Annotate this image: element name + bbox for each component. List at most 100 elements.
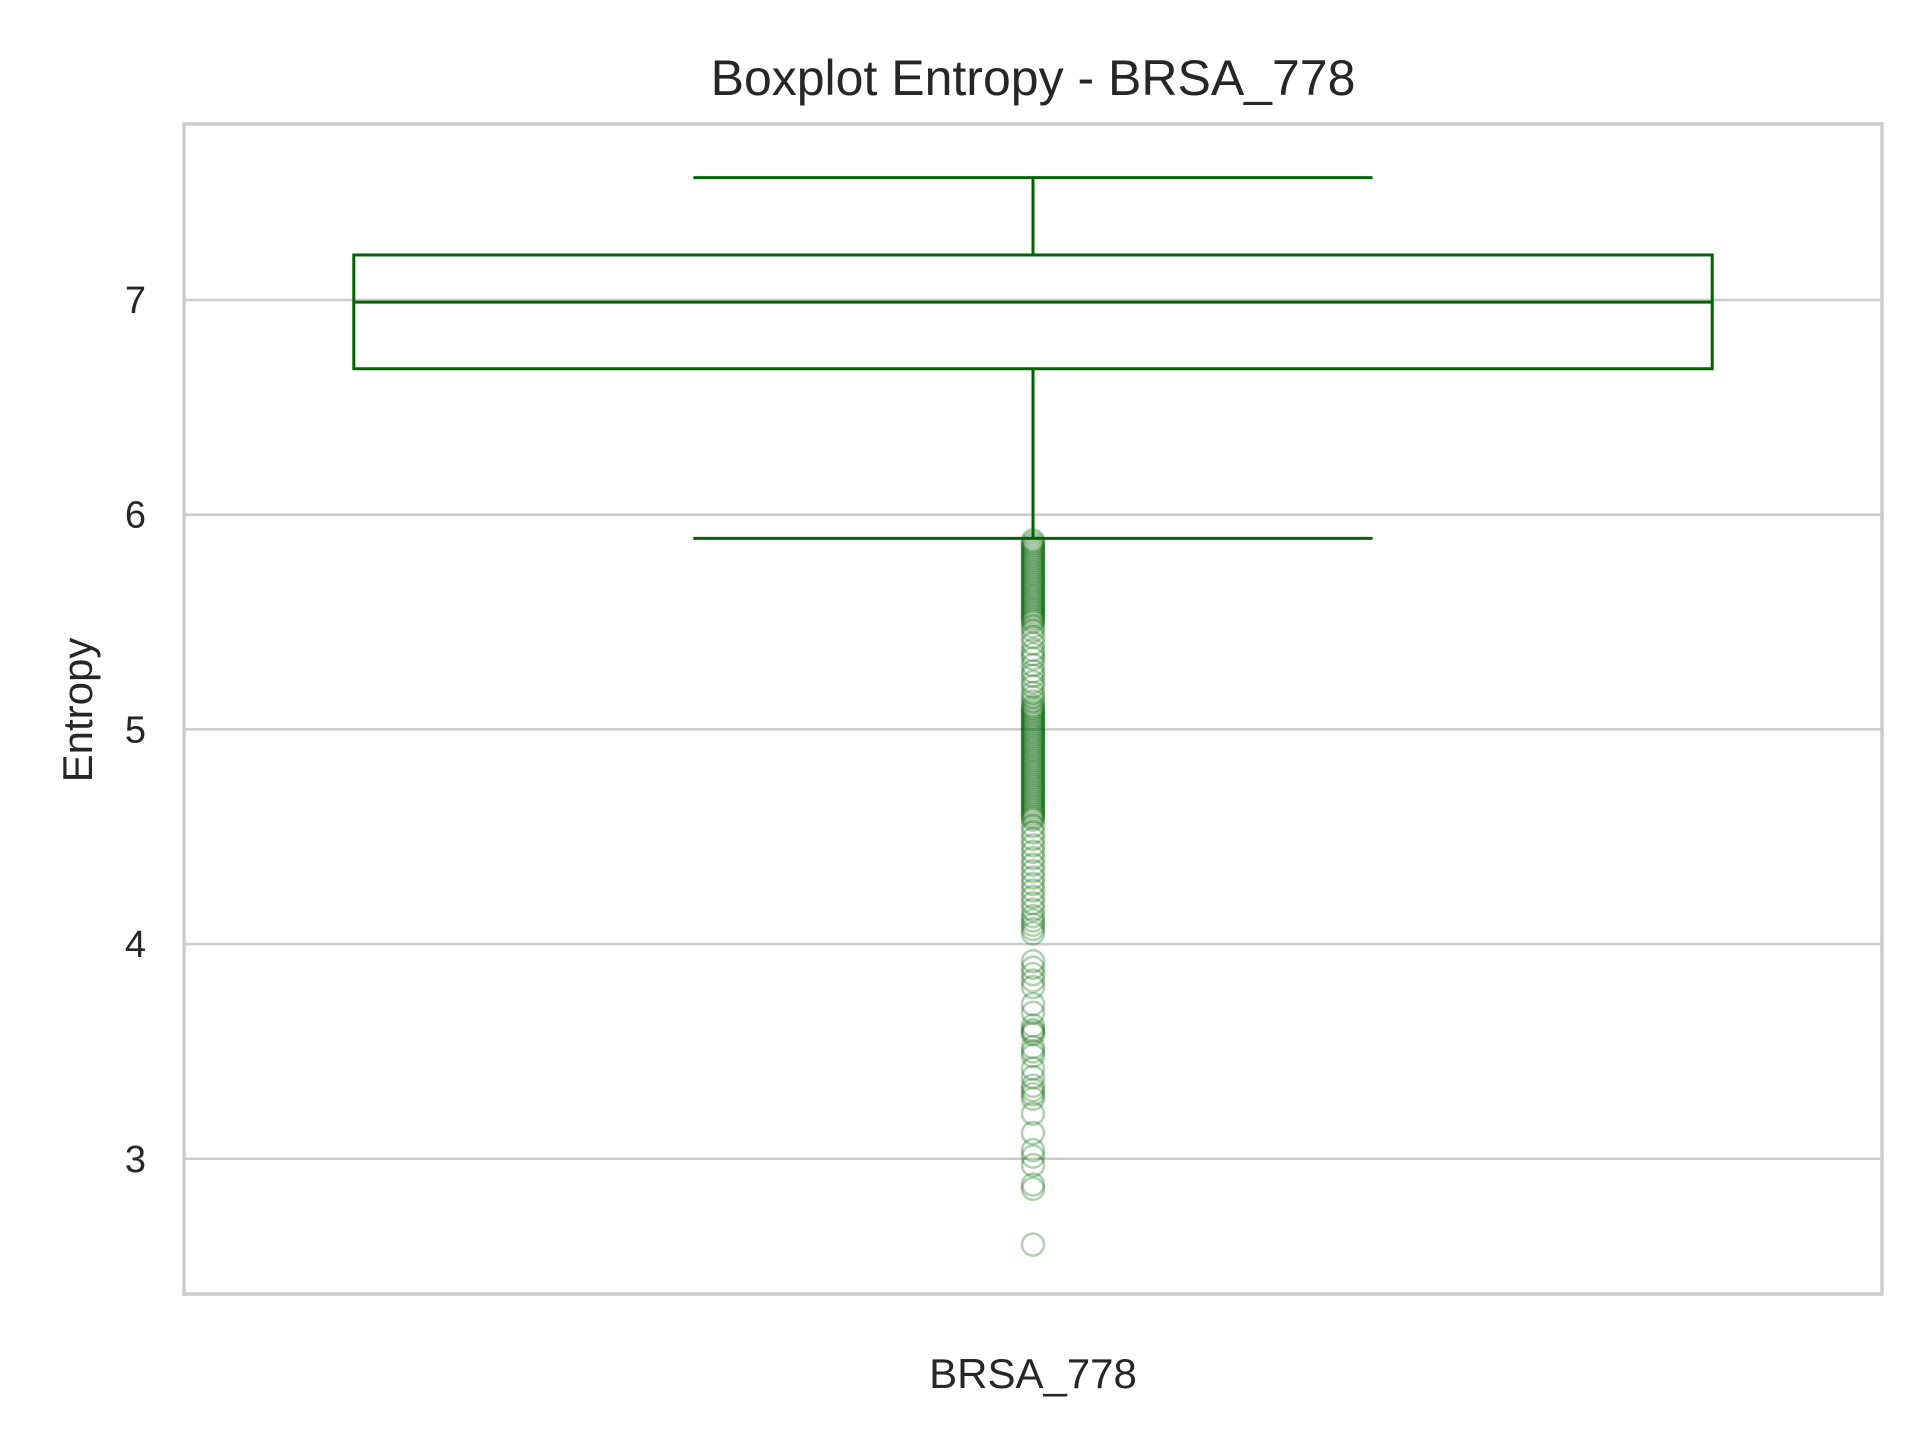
outlier-point — [1020, 536, 1046, 562]
outlier-point — [1020, 991, 1046, 1017]
outlier-point — [1020, 890, 1046, 916]
outlier-point — [1020, 1056, 1046, 1081]
outlier-point — [1020, 605, 1046, 631]
outlier-point — [1020, 689, 1046, 714]
outlier-point — [1020, 751, 1046, 777]
outlier-point — [1020, 796, 1046, 822]
outlier-point — [1020, 736, 1046, 762]
outlier-point — [1020, 794, 1046, 819]
outlier-point — [1020, 706, 1046, 731]
outlier-point — [1020, 549, 1046, 575]
y-gridlines — [184, 298, 1882, 1161]
x-tick-labels: BRSA_778 — [929, 1350, 1137, 1397]
outlier-point — [1020, 607, 1046, 633]
outlier-point — [1020, 1013, 1046, 1038]
outlier-point — [1020, 699, 1046, 725]
outlier-point — [1020, 592, 1046, 618]
outlier-point — [1020, 839, 1046, 865]
outlier-point — [1020, 1073, 1046, 1099]
outlier-point — [1020, 674, 1046, 699]
outlier-point — [1020, 1152, 1046, 1178]
outlier-point — [1020, 871, 1046, 897]
outlier-point — [1020, 734, 1046, 759]
outlier-point — [1020, 631, 1046, 656]
outlier-point — [1020, 1039, 1046, 1064]
outlier-point — [1020, 747, 1046, 772]
outlier-point — [1020, 852, 1046, 877]
outlier-point — [1020, 708, 1046, 734]
outlier-point — [1020, 566, 1046, 592]
outlier-point — [1020, 590, 1046, 616]
outlier-point — [1020, 562, 1046, 588]
outlier-point — [1020, 916, 1046, 942]
outlier-point — [1020, 1064, 1046, 1090]
outlier-point — [1020, 573, 1046, 598]
outlier-point — [1020, 586, 1046, 611]
outlier-point — [1020, 732, 1046, 757]
outlier-point — [1020, 1172, 1046, 1197]
outlier-point — [1020, 798, 1046, 824]
outlier-point — [1020, 884, 1046, 910]
outlier-point — [1020, 528, 1046, 553]
outlier-point — [1020, 601, 1046, 626]
outlier-point — [1020, 695, 1046, 721]
outlier-point — [1020, 908, 1046, 933]
outlier-point — [1020, 1086, 1046, 1111]
outlier-point — [1020, 805, 1046, 830]
outlier-point — [1020, 543, 1046, 568]
outlier-point — [1020, 1137, 1046, 1163]
outlier-point — [1020, 1077, 1046, 1103]
outlier-point — [1020, 781, 1046, 807]
outlier-point — [1020, 1034, 1046, 1060]
outlier-point — [1020, 1120, 1046, 1146]
outlier-point — [1020, 820, 1046, 845]
outlier-point — [1020, 568, 1046, 594]
outlier-point — [1020, 618, 1046, 643]
outlier-point — [1020, 575, 1046, 601]
outlier-point — [1020, 712, 1046, 738]
outlier-point — [1020, 723, 1046, 749]
outlier-point — [1020, 1021, 1046, 1047]
outlier-point — [1020, 721, 1046, 746]
outlier-point — [1020, 583, 1046, 609]
outlier-point — [1020, 772, 1046, 798]
outlier-point — [1020, 556, 1046, 581]
outlier-point — [1020, 878, 1046, 903]
outlier-point — [1020, 921, 1046, 946]
outlier-point — [1020, 903, 1046, 929]
outlier-point — [1020, 719, 1046, 744]
outlier-point — [1020, 693, 1046, 719]
outlier-point — [1020, 968, 1046, 993]
chart-title: Boxplot Entropy - BRSA_778 — [711, 50, 1356, 106]
outlier-point — [1020, 1017, 1046, 1043]
outlier-point — [1020, 1144, 1046, 1169]
outlier-point — [1020, 725, 1046, 751]
outlier-point — [1020, 742, 1046, 768]
outlier-point — [1020, 599, 1046, 624]
x-tick-label-0: BRSA_778 — [929, 1350, 1137, 1397]
outlier-point — [1020, 1019, 1046, 1045]
outlier-point — [1020, 777, 1046, 802]
outlier-point — [1020, 704, 1046, 729]
y-tick-label-4: 4 — [125, 924, 146, 966]
outlier-point — [1020, 779, 1046, 804]
outlier-point — [1020, 588, 1046, 613]
outlier-point — [1020, 697, 1046, 723]
outlier-point — [1020, 702, 1046, 727]
outlier-point — [1020, 659, 1046, 684]
outlier-point — [1020, 766, 1046, 792]
outlier-point — [1020, 770, 1046, 796]
outlier-point — [1020, 802, 1046, 828]
outlier-point — [1020, 581, 1046, 607]
outlier-point — [1020, 577, 1046, 603]
outlier-point — [1020, 760, 1046, 785]
y-axis-label: Entropy — [54, 638, 101, 783]
outlier-point — [1020, 755, 1046, 781]
outlier-point — [1020, 1000, 1046, 1026]
outlier-point — [1020, 564, 1046, 590]
outlier-point — [1020, 753, 1046, 779]
outlier-point — [1020, 897, 1046, 923]
y-tick-label-3: 3 — [125, 1139, 146, 1181]
outlier-point — [1020, 641, 1046, 667]
